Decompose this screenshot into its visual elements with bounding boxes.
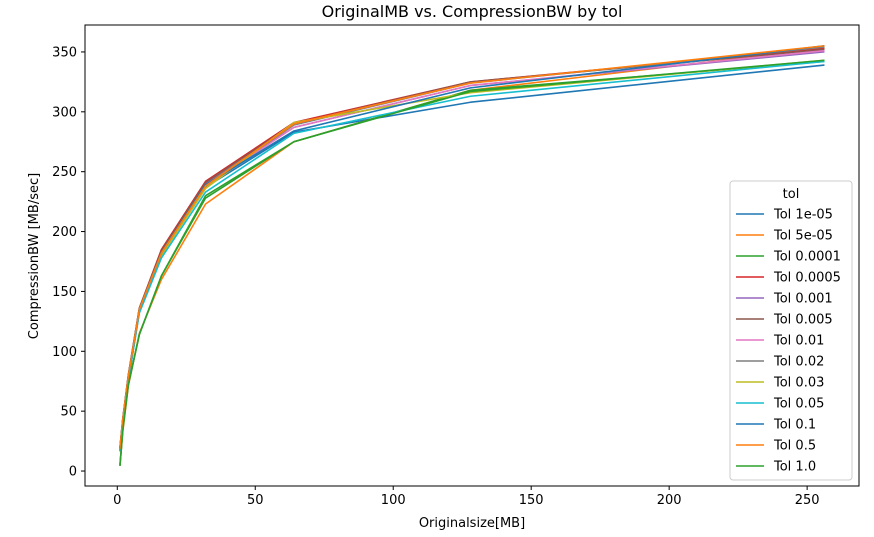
series-line-tol-0-1 bbox=[119, 45, 825, 450]
x-axis-label: Originalsize[MB] bbox=[419, 516, 525, 531]
legend-label: Tol 1e-05 bbox=[773, 208, 833, 223]
plot-area bbox=[119, 45, 825, 466]
x-tick-label: 150 bbox=[519, 493, 544, 508]
y-axis-label: CompressionBW [MB/sec] bbox=[27, 173, 42, 339]
x-tick-label: 0 bbox=[113, 493, 121, 508]
y-tick-label: 300 bbox=[52, 105, 77, 120]
series-line-tol-1e-05 bbox=[119, 64, 825, 448]
series-line-tol-0-03 bbox=[119, 59, 825, 452]
plot-frame bbox=[84, 24, 860, 487]
y-tick-label: 200 bbox=[52, 225, 77, 240]
series-line-tol-0-0001 bbox=[119, 60, 825, 466]
legend-label: Tol 0.5 bbox=[773, 439, 816, 454]
series-line-tol-0-01 bbox=[119, 49, 825, 451]
series-line-tol-0-0005 bbox=[119, 47, 825, 448]
y-axis: 0 50 100 150 200 250 300 350 bbox=[52, 45, 85, 480]
legend-box bbox=[729, 180, 853, 481]
legend: tol Tol 1e-05 Tol 5e-05 Tol 0.0001 Tol 0.000… bbox=[729, 180, 853, 481]
legend-label: Tol 0.0005 bbox=[773, 271, 841, 286]
legend-label: Tol 0.001 bbox=[773, 292, 833, 307]
series-line-tol-0-05 bbox=[119, 60, 825, 452]
series-line-tol-0-005 bbox=[119, 48, 825, 450]
series-line-tol-0-001 bbox=[119, 51, 825, 448]
series-line-tol-1-0 bbox=[119, 59, 825, 466]
legend-label: Tol 0.0001 bbox=[773, 250, 841, 265]
legend-label: Tol 0.02 bbox=[773, 355, 824, 370]
legend-label: Tol 0.1 bbox=[773, 418, 816, 433]
y-tick-label: 250 bbox=[52, 165, 77, 180]
y-tick-label: 100 bbox=[52, 345, 77, 360]
x-tick-label: 200 bbox=[657, 493, 682, 508]
x-axis: 0 50 100 150 200 250 bbox=[113, 486, 820, 508]
legend-title: tol bbox=[783, 187, 800, 202]
chart-title: OriginalMB vs. CompressionBW by tol bbox=[322, 2, 623, 21]
legend-label: Tol 0.01 bbox=[773, 334, 824, 349]
y-tick-label: 50 bbox=[60, 405, 77, 420]
y-tick-label: 150 bbox=[52, 285, 77, 300]
legend-label: Tol 0.05 bbox=[773, 397, 824, 412]
legend-label: Tol 0.005 bbox=[773, 313, 833, 328]
series-line-tol-5e-05 bbox=[119, 47, 825, 465]
x-tick-label: 100 bbox=[381, 493, 406, 508]
x-tick-label: 250 bbox=[795, 493, 820, 508]
legend-label: Tol 0.03 bbox=[773, 376, 824, 391]
series-line-tol-0-02 bbox=[119, 46, 825, 451]
legend-label: Tol 1.0 bbox=[773, 460, 816, 475]
series-line-tol-0-5 bbox=[119, 45, 825, 450]
y-tick-label: 0 bbox=[69, 465, 77, 480]
y-tick-label: 350 bbox=[52, 45, 77, 60]
x-tick-label: 50 bbox=[247, 493, 264, 508]
legend-label: Tol 5e-05 bbox=[773, 229, 833, 244]
